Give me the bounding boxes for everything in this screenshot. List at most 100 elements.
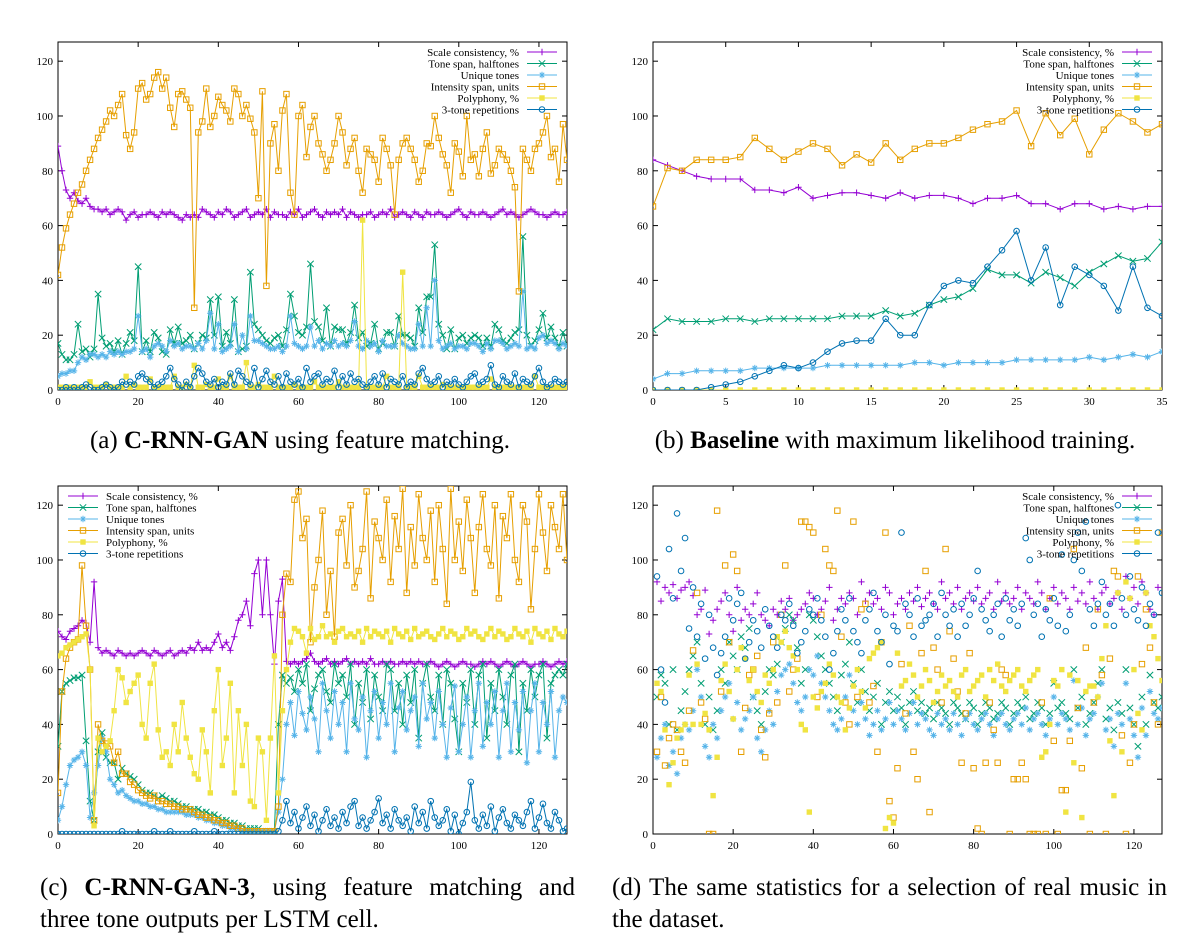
data-point <box>885 687 894 696</box>
y-tick-label: 80 <box>42 166 54 178</box>
data-point <box>119 675 125 681</box>
data-point <box>319 623 326 629</box>
legend-marker <box>1133 83 1141 90</box>
data-point <box>146 652 154 660</box>
data-point <box>407 214 414 221</box>
data-point <box>897 156 904 164</box>
data-point <box>255 337 262 344</box>
data-point <box>459 383 467 390</box>
data-point <box>82 345 90 353</box>
data-point <box>223 735 230 741</box>
legend-marker <box>538 59 546 68</box>
data-point <box>235 830 242 834</box>
data-point <box>822 693 829 701</box>
data-point <box>909 687 918 696</box>
data-point <box>984 263 991 270</box>
legend: Scale consistency, %Tone span, halftones… <box>68 491 198 561</box>
data-point <box>339 384 346 390</box>
data-point <box>307 378 314 386</box>
data-point <box>115 666 121 673</box>
data-point <box>978 672 985 678</box>
data-point <box>830 567 837 575</box>
data-point <box>653 754 661 761</box>
data-point <box>279 816 286 824</box>
data-point <box>235 367 242 375</box>
data-point <box>431 112 438 120</box>
data-point <box>403 814 410 821</box>
data-point <box>187 811 194 819</box>
data-point <box>653 375 657 383</box>
data-point <box>693 387 700 390</box>
data-point <box>94 830 102 834</box>
data-point <box>215 93 222 101</box>
legend-label: Unique tones <box>461 70 519 82</box>
legend-item-3-tone-repetitions: 3-tone repetitions <box>1037 549 1152 561</box>
data-point <box>547 153 555 161</box>
data-point <box>693 666 701 673</box>
data-point <box>689 584 697 591</box>
data-point <box>114 830 122 834</box>
data-point <box>139 721 145 728</box>
data-point <box>327 734 334 742</box>
data-point <box>1100 205 1108 213</box>
legend-marker <box>1133 503 1141 512</box>
data-point <box>78 671 86 679</box>
data-point <box>447 660 454 668</box>
data-point <box>942 715 949 723</box>
data-point <box>291 732 298 739</box>
data-point <box>758 726 765 734</box>
data-point <box>946 628 953 635</box>
legend-marker <box>538 48 546 56</box>
data-point <box>419 680 426 687</box>
data-point <box>492 634 498 640</box>
data-point <box>142 211 150 218</box>
data-point <box>339 658 346 665</box>
data-point <box>842 693 849 701</box>
data-point <box>701 715 709 723</box>
data-point <box>520 384 526 390</box>
x-tick-label: 100 <box>1046 840 1063 852</box>
data-point <box>1062 715 1070 723</box>
data-point <box>103 743 109 750</box>
data-point <box>898 595 905 602</box>
data-point <box>970 721 977 728</box>
data-point <box>822 545 829 553</box>
data-point <box>126 348 134 355</box>
data-point <box>106 775 114 783</box>
legend-label: Intensity span, units <box>431 82 519 94</box>
data-point <box>766 186 773 194</box>
y-tick-label: 40 <box>637 275 649 287</box>
y-tick-label: 60 <box>637 665 649 677</box>
data-point <box>419 364 427 372</box>
data-point <box>774 634 780 640</box>
y-tick-label: 20 <box>42 774 54 786</box>
legend-label: Scale consistency, % <box>106 491 198 503</box>
legend-label: Unique tones <box>1056 70 1114 82</box>
data-point <box>322 304 331 312</box>
data-point <box>475 173 483 180</box>
data-point <box>722 156 729 164</box>
caption-a-bold: C-RNN-GAN <box>123 427 269 454</box>
data-point <box>258 331 266 339</box>
data-point <box>211 214 218 221</box>
data-point <box>484 384 490 390</box>
data-point <box>842 600 849 608</box>
data-point <box>998 683 1005 689</box>
data-point <box>679 387 685 390</box>
data-point <box>411 345 418 353</box>
data-point <box>295 112 302 120</box>
data-point <box>488 376 494 382</box>
data-point <box>130 781 138 788</box>
data-point <box>407 145 414 153</box>
series-line <box>58 488 567 832</box>
data-point <box>866 732 873 739</box>
data-point <box>874 627 881 635</box>
data-point <box>896 331 904 339</box>
data-point <box>886 589 893 597</box>
data-point <box>507 825 515 832</box>
data-point <box>231 633 238 640</box>
data-point <box>311 715 318 723</box>
data-point <box>519 145 527 153</box>
data-point <box>874 644 881 651</box>
data-point <box>339 699 346 706</box>
